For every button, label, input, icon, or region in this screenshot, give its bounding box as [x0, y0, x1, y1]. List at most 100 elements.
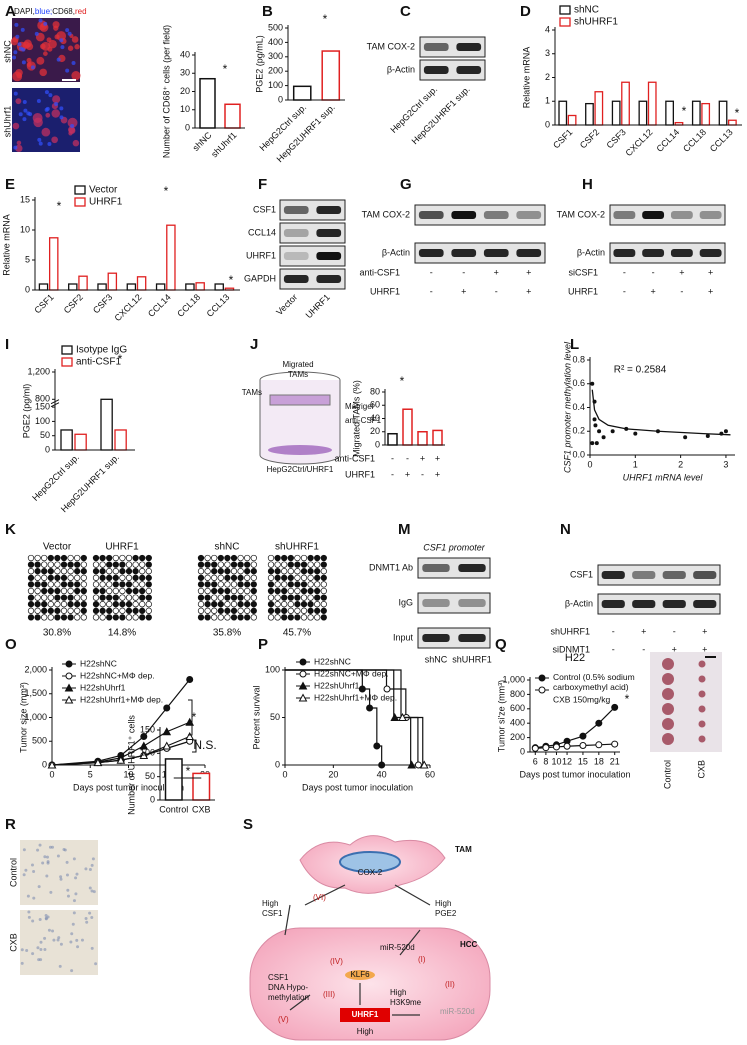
cpg-dot: [47, 601, 54, 608]
cpg-dot: [300, 581, 308, 588]
blot-band: [456, 43, 482, 51]
stain: [14, 22, 19, 27]
percent-label: 45.7%: [283, 628, 311, 639]
cpg-dot: [125, 601, 133, 608]
annotation: *: [400, 374, 405, 388]
x-axis-label: Days post tumor inoculation: [73, 782, 184, 792]
series-line: [535, 706, 616, 749]
cpg-dot: [300, 574, 308, 581]
cpg-dot: [237, 568, 244, 575]
x-tick-label: CSF1: [551, 127, 574, 150]
cpg-dot: [287, 574, 294, 581]
blot-row-label: CSF1: [570, 569, 593, 579]
stain: [56, 31, 67, 41]
stain: [74, 892, 78, 896]
x-tick-label: 12: [562, 756, 572, 766]
cpg-dot: [204, 607, 211, 614]
cpg-dot: [314, 614, 321, 621]
stain: [44, 107, 49, 112]
stain: [70, 123, 75, 128]
cpg-dot: [217, 614, 224, 621]
cpg-dot: [230, 574, 238, 581]
x-tick-label: 6: [533, 756, 538, 766]
y-tick-label: 5: [25, 254, 30, 264]
percent-label: 30.8%: [43, 628, 71, 639]
stain: [48, 39, 57, 49]
cpg-dot: [139, 614, 146, 621]
cpg-dot: [211, 614, 218, 621]
marker: [595, 741, 603, 749]
cpg-dot: [132, 554, 139, 562]
cpg-dot: [54, 568, 61, 575]
cpg-dot: [54, 554, 61, 562]
cpg-dot: [54, 614, 61, 621]
blot-row-label: UHRF1: [246, 250, 276, 260]
y-axis-label: Tumor size (mm³): [18, 682, 28, 753]
blot-frame: [609, 242, 726, 264]
cpg-dot: [287, 554, 294, 562]
arrows: [284, 884, 431, 1016]
x-tick-label: 0: [282, 769, 287, 779]
cpg-dot: [106, 554, 113, 562]
cpg-dot: [224, 601, 231, 608]
stain: [27, 915, 31, 919]
condition-sign: +: [650, 286, 655, 296]
cpg-dot: [211, 601, 218, 608]
cpg-dot: [217, 561, 224, 568]
bar: [74, 433, 87, 451]
panel-label: O: [5, 636, 17, 653]
cpg-dot: [60, 607, 68, 614]
cpg-dot: [112, 594, 119, 601]
cpg-dot: [47, 614, 54, 621]
panel-label: K: [5, 521, 16, 538]
cpg-dot: [99, 574, 106, 581]
diagram-label: COX-2: [358, 868, 383, 877]
stain: [92, 890, 96, 894]
cpg-dot: [92, 607, 100, 614]
axis-break: [50, 399, 60, 408]
y-tick-label: 20: [370, 426, 380, 436]
bar: [166, 224, 176, 291]
x-tick-label: CXCL12: [112, 292, 143, 323]
cpg-dot: [281, 574, 288, 581]
stain: [25, 948, 29, 952]
lane-label: HepG2UHRF1 sup.: [410, 84, 472, 146]
diagram-label: DNA Hypo-: [268, 983, 308, 992]
condition-sign: -: [623, 286, 626, 296]
point: [597, 429, 602, 434]
cpg-dot: [274, 607, 281, 614]
stain: [12, 55, 17, 60]
marker: [47, 760, 57, 769]
cpg-dot: [119, 594, 126, 601]
series-line: [51, 735, 190, 766]
stain: [20, 961, 24, 965]
stain: [56, 938, 60, 942]
row-label: CXB: [8, 933, 18, 952]
marker: [398, 712, 407, 721]
y-axis-label: PGE2 (pg/mL): [254, 35, 264, 93]
cpg-dot: [244, 568, 251, 575]
cpg-dot: [320, 601, 327, 608]
diagram-label: CSF1: [268, 973, 289, 982]
cpg-dot: [41, 601, 48, 608]
cpg-dot: [60, 568, 68, 575]
cpg-dot: [274, 587, 281, 595]
stain: [23, 39, 32, 48]
diagram-label: HCC: [460, 940, 478, 949]
cpg-dot: [125, 574, 133, 581]
x-tick-label: CXCL12: [623, 127, 654, 158]
bar: [417, 431, 428, 446]
marker: [140, 733, 148, 740]
annotation: N.S.: [193, 738, 216, 752]
cpg-dot: [320, 607, 327, 614]
stain: [72, 911, 76, 915]
annotation: *: [118, 352, 123, 366]
y-tick-label: 1,500: [24, 688, 47, 698]
annotation: R² = 0.2584: [614, 365, 667, 376]
cpg-dot: [47, 587, 54, 595]
blot-frame: [597, 564, 721, 586]
stain: [38, 18, 43, 23]
stain: [59, 106, 64, 111]
cpg-dot: [230, 594, 238, 601]
condition-label: anti-CSF1: [359, 267, 400, 277]
